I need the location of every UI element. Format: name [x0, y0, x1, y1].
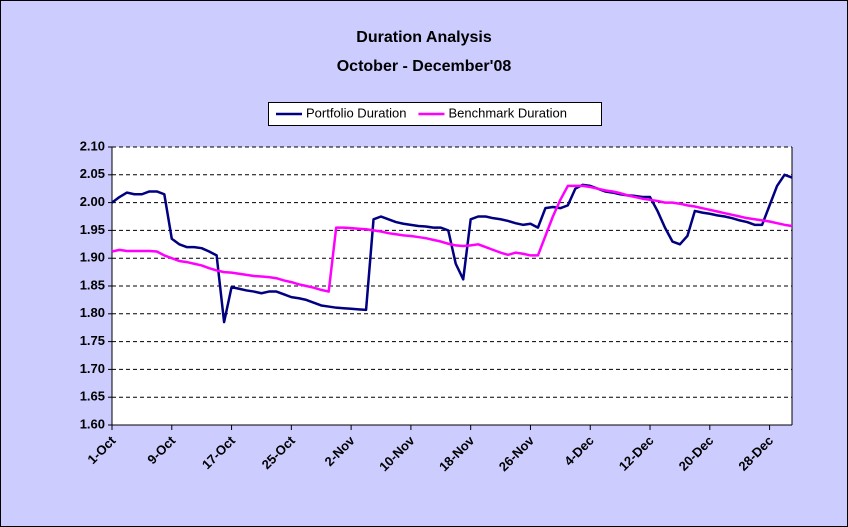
y-tick-label: 1.90: [80, 250, 105, 265]
series-line: [111, 173, 793, 324]
y-tick-label: 2.00: [80, 194, 105, 209]
y-tick-label: 1.65: [80, 389, 105, 404]
series-line: [111, 184, 793, 293]
y-tick-label: 1.85: [80, 277, 105, 292]
legend-label: Portfolio Duration: [306, 105, 406, 120]
y-tick-label: 1.60: [80, 416, 105, 431]
y-tick-label: 1.75: [80, 333, 105, 348]
y-tick-label: 2.05: [80, 166, 105, 181]
y-tick-label: 1.70: [80, 361, 105, 376]
y-tick-label: 1.80: [80, 305, 105, 320]
legend-label: Benchmark Duration: [448, 105, 567, 120]
y-tick-label: 1.95: [80, 222, 105, 237]
chart-subtitle: October - December'08: [337, 58, 512, 75]
y-tick-label: 2.10: [80, 138, 105, 153]
chart-title: Duration Analysis: [356, 29, 492, 46]
